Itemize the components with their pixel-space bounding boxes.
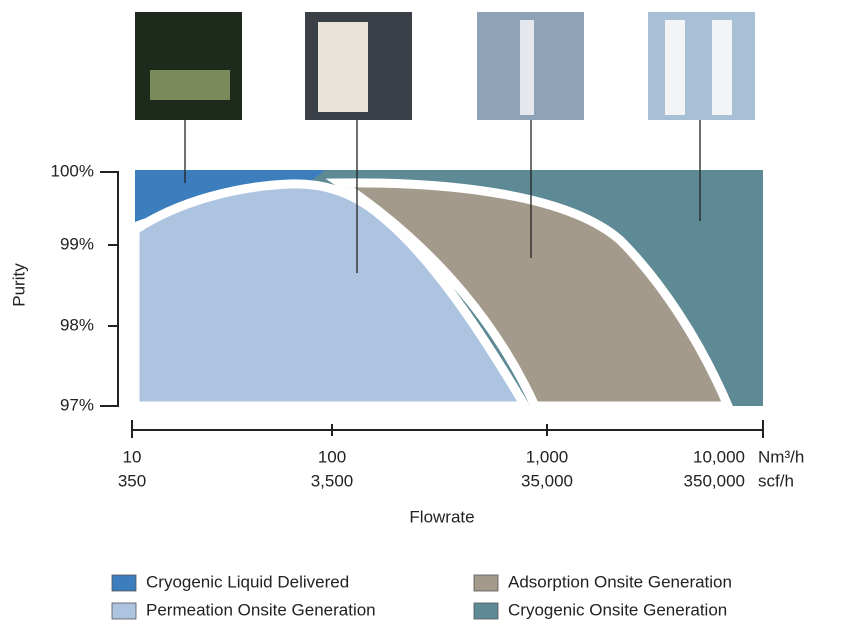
photo-detail [150, 70, 230, 100]
legend-label: Adsorption Onsite Generation [508, 572, 732, 591]
photo-detail [318, 22, 368, 112]
legend-swatch [474, 575, 498, 591]
x-unit: scf/h [758, 471, 794, 490]
legend-label: Permeation Onsite Generation [146, 600, 376, 619]
photo-detail [665, 20, 685, 115]
legend-swatch [474, 603, 498, 619]
chart: Purity Flowrate Nm³/h scf/h 100% 99% 98% 97… [0, 0, 847, 623]
x-tick-label: 350,000 [684, 471, 745, 490]
legend-label: Cryogenic Onsite Generation [508, 600, 727, 619]
mask [128, 165, 135, 415]
y-tick-label: 99% [60, 234, 94, 253]
legend-label: Cryogenic Liquid Delivered [146, 572, 349, 591]
x-tick-label: 3,500 [311, 471, 354, 490]
legend-swatch [112, 575, 136, 591]
x-unit: Nm³/h [758, 447, 804, 466]
x-tick-label: 10,000 [693, 447, 745, 466]
photo-tanks [648, 12, 755, 120]
x-tick-label: 35,000 [521, 471, 573, 490]
x-axis-label: Flowrate [409, 507, 474, 526]
photo-detail [520, 20, 534, 115]
regions [128, 165, 768, 416]
x-tick-label: 10 [123, 447, 142, 466]
y-axis [100, 172, 118, 406]
x-tick-label: 100 [318, 447, 346, 466]
photo-detail [712, 20, 732, 115]
y-tick-label: 97% [60, 395, 94, 414]
x-tick-label: 1,000 [526, 447, 569, 466]
photo-truck [135, 12, 242, 120]
y-tick-label: 100% [51, 161, 94, 180]
mask [128, 406, 768, 416]
x-axis [132, 420, 763, 438]
y-tick-label: 98% [60, 315, 94, 334]
legend-swatch [112, 603, 136, 619]
y-axis-label: Purity [9, 263, 28, 307]
photos [135, 12, 755, 120]
x-tick-label: 350 [118, 471, 146, 490]
